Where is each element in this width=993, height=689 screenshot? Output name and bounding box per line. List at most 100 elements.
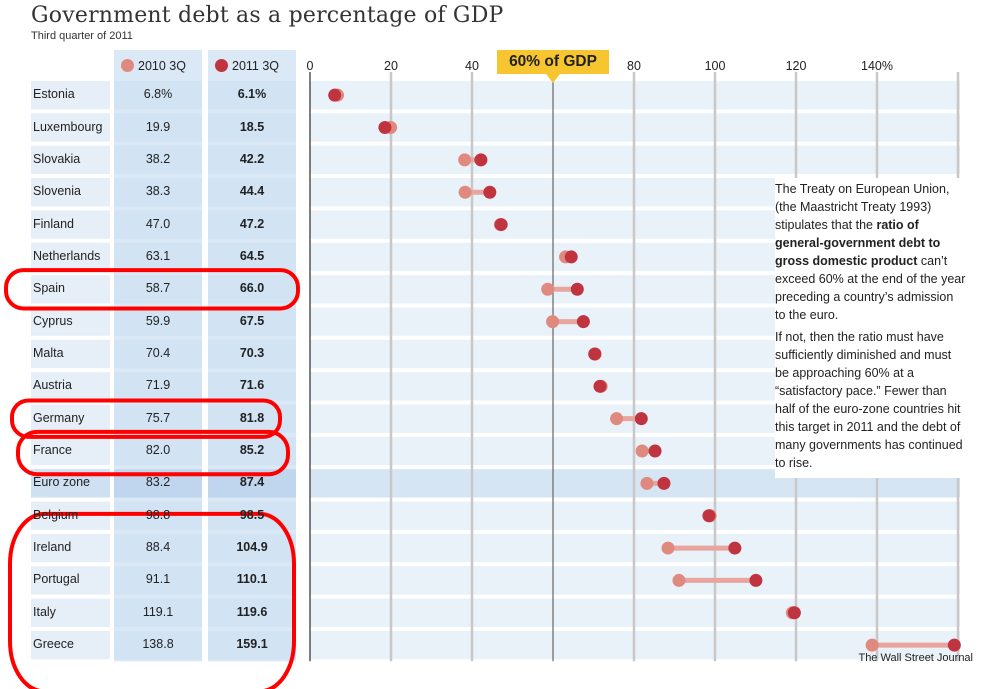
- country-label: Austria: [33, 378, 72, 393]
- value-2011: 64.5: [239, 248, 265, 263]
- point-2011: [564, 250, 578, 264]
- point-2010: [610, 412, 624, 426]
- value-2010: 63.1: [145, 248, 171, 263]
- country-label: Netherlands: [33, 248, 101, 263]
- point-2011: [588, 347, 602, 361]
- country-label: Slovakia: [33, 151, 81, 166]
- chart-title: Government debt as a percentage of GDP: [31, 3, 504, 28]
- point-2010: [661, 541, 675, 555]
- point-2011: [657, 476, 671, 490]
- value-2011: 18.5: [239, 119, 265, 134]
- country-label: Italy: [33, 604, 56, 619]
- row-bg-2011: [208, 113, 296, 142]
- point-2011: [576, 315, 590, 329]
- reference-label: 60% of GDP: [497, 50, 609, 74]
- country-label: Belgium: [33, 507, 79, 522]
- value-2010: 59.9: [145, 313, 171, 328]
- country-label: Spain: [33, 281, 65, 296]
- note-paragraph-2: If not, then the ratio must have suffici…: [775, 330, 963, 470]
- row-bg-name: [31, 113, 110, 142]
- point-2011: [749, 573, 763, 587]
- row-bg-2011: [208, 533, 296, 563]
- value-2010: 83.2: [145, 475, 171, 490]
- point-2010: [672, 573, 686, 587]
- country-label: Cyprus: [33, 313, 73, 328]
- row-bg-2011: [208, 598, 296, 627]
- value-2011: 44.4: [239, 184, 265, 199]
- legend-2010-dot-icon: [121, 59, 134, 72]
- value-2010: 38.3: [145, 184, 171, 199]
- row-bg-2011: [208, 178, 296, 207]
- row-bg-2011: [208, 210, 296, 239]
- value-2011: 70.3: [239, 345, 265, 360]
- row-bg-2010: [114, 178, 202, 207]
- value-2010: 71.9: [145, 378, 171, 393]
- value-2010: 138.8: [142, 637, 174, 652]
- row-bg-2010: [114, 566, 202, 595]
- row-bg-2011: [208, 339, 296, 369]
- row-bg-name: [31, 566, 110, 595]
- row-bg-name: [31, 145, 110, 175]
- row-bg-2010: [114, 242, 202, 272]
- point-2011: [494, 218, 508, 232]
- x-tick-label: 120: [785, 59, 807, 73]
- x-tick-label: 100: [704, 59, 726, 73]
- row-bg-2010: [114, 81, 202, 110]
- row-bg-name: [31, 436, 110, 466]
- note-p1-before: The Treaty on European Union, (the Maast…: [775, 182, 950, 232]
- point-2011: [728, 541, 742, 555]
- row-bg-name: [31, 275, 110, 304]
- highlight-france: [16, 429, 290, 477]
- row-bg-2010: [114, 113, 202, 142]
- note-p1-after: can’t exceed 60% at the end of the year …: [775, 254, 966, 322]
- row-bg-2011: [208, 242, 296, 272]
- row-bg-2010: [114, 436, 202, 466]
- row-bg-2010: [114, 630, 202, 660]
- row-bg-name: [31, 404, 110, 433]
- row-bg-2010: [114, 307, 202, 336]
- point-2010: [541, 282, 555, 296]
- value-2011: 42.2: [239, 151, 265, 166]
- reference-arrow-icon: [546, 74, 560, 83]
- value-2011: 81.8: [239, 410, 265, 425]
- note-paragraph-1: The Treaty on European Union, (the Maast…: [775, 180, 967, 324]
- value-2010: 6.8%: [143, 87, 173, 102]
- value-2010: 58.7: [145, 281, 171, 296]
- value-2010: 88.4: [145, 540, 171, 555]
- row-bg-2010: [114, 275, 202, 304]
- row-bg-2010: [114, 145, 202, 175]
- point-2011: [634, 412, 648, 426]
- row-bg-2011: [208, 81, 296, 110]
- row-bg-name: [31, 81, 110, 110]
- note-p1-bold: ratio of general-government debt to gros…: [775, 218, 941, 268]
- point-2011: [570, 282, 584, 296]
- point-2011: [378, 121, 392, 135]
- row-bg-2011: [208, 145, 296, 175]
- country-label: Luxembourg: [33, 119, 103, 134]
- country-label: Malta: [33, 345, 64, 360]
- row-bg-2011: [208, 275, 296, 304]
- point-2011: [787, 606, 801, 620]
- legend-2011: 2011 3Q: [215, 59, 279, 73]
- highlight-germany: [10, 398, 282, 439]
- row-bg-2010: [114, 372, 202, 401]
- row-bg-name: [31, 307, 110, 336]
- row-bg-2011: [208, 630, 296, 660]
- value-2011: 87.4: [239, 475, 265, 490]
- point-2011: [593, 379, 607, 393]
- country-label: Germany: [33, 410, 85, 425]
- value-2010: 19.9: [145, 119, 171, 134]
- point-2011: [648, 444, 662, 458]
- row-bg-2010: [114, 339, 202, 369]
- point-2010: [640, 476, 654, 490]
- country-label: Estonia: [33, 87, 75, 102]
- row-bg-2010: [114, 210, 202, 239]
- x-tick-label: 140%: [861, 59, 893, 73]
- x-tick-label: 20: [384, 59, 398, 73]
- point-2011: [328, 88, 342, 102]
- row-bg-name: [31, 630, 110, 660]
- chart-subtitle: Third quarter of 2011: [31, 30, 133, 42]
- row-bg-2010: [114, 533, 202, 563]
- value-2010: 47.0: [145, 216, 171, 231]
- row-bg-name: [31, 339, 110, 369]
